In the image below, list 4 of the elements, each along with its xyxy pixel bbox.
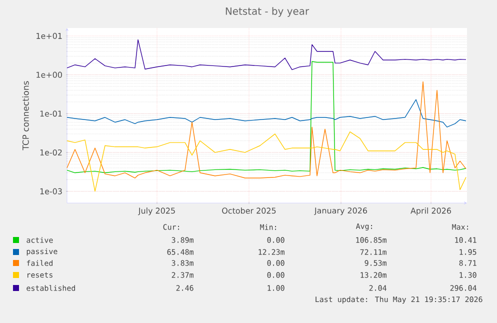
y-axis-title: TCP connections xyxy=(22,81,29,150)
line-series xyxy=(66,81,466,178)
line-series xyxy=(66,99,466,128)
chart-title: Netstat - by year xyxy=(226,7,310,17)
